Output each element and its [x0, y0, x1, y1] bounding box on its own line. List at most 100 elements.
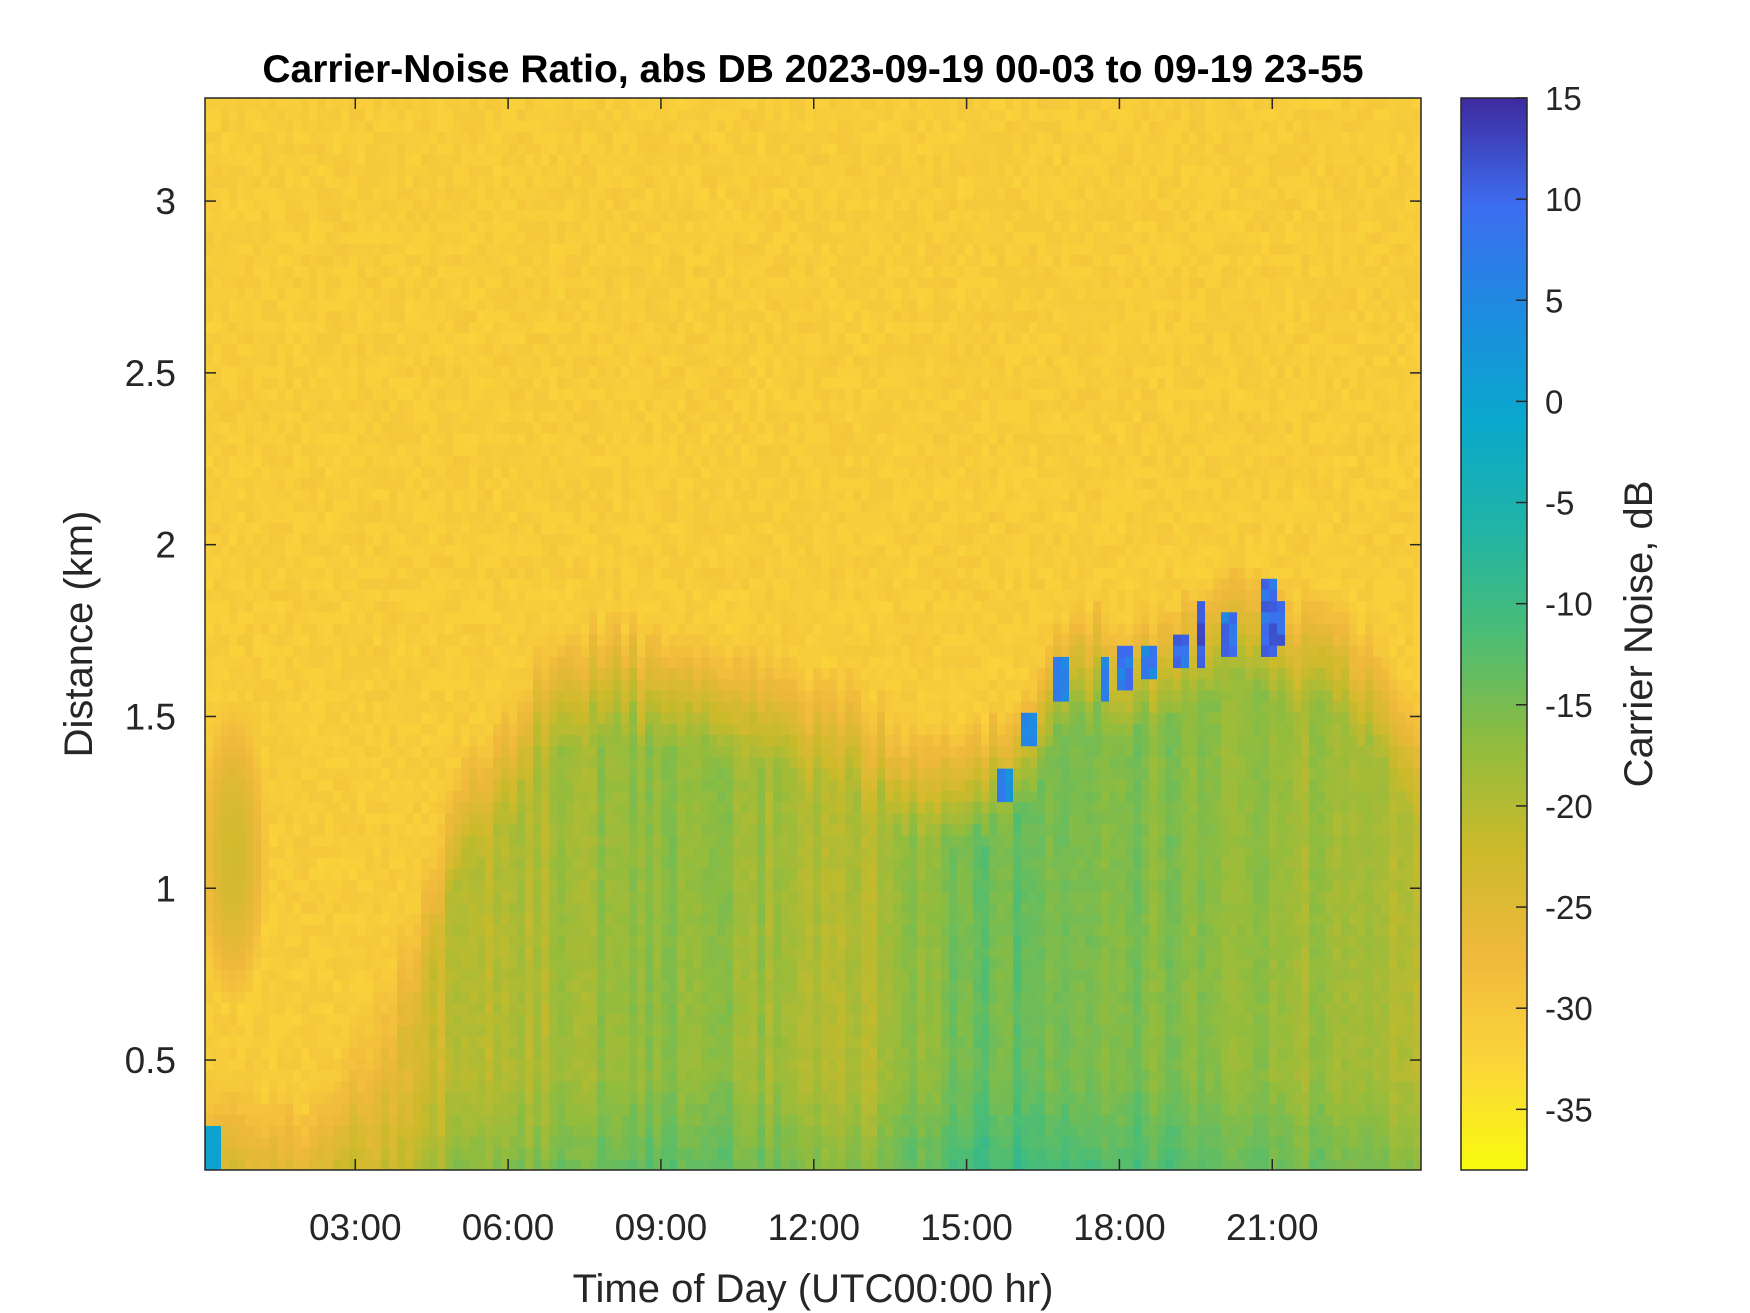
heatmap-cell [381, 924, 390, 937]
heatmap-cell [237, 902, 246, 914]
heatmap-cell [221, 801, 230, 814]
heatmap-cell [541, 131, 550, 144]
heatmap-cell [421, 209, 430, 222]
heatmap-cell [341, 433, 350, 445]
heatmap-cell [437, 678, 446, 691]
heatmap-cell [613, 555, 622, 568]
heatmap-cell [557, 611, 566, 624]
heatmap-cell [253, 511, 262, 523]
heatmap-cell [405, 421, 414, 434]
heatmap-cell [237, 232, 246, 244]
heatmap-cell [349, 645, 358, 657]
heatmap-cell [237, 388, 246, 401]
heatmap-cell [589, 421, 598, 434]
heatmap-cell [301, 232, 310, 244]
heatmap-cell [341, 946, 350, 959]
heatmap-cell [253, 1013, 262, 1026]
heatmap-cell [277, 756, 286, 769]
heatmap-cell [469, 1013, 478, 1026]
heatmap-cell [341, 477, 350, 490]
heatmap-cell [293, 1024, 302, 1037]
heatmap-cell [485, 354, 494, 367]
heatmap-cell [325, 935, 334, 948]
heatmap-cell [221, 153, 230, 166]
heatmap-cell [453, 1002, 462, 1015]
heatmap-cell [509, 946, 518, 959]
heatmap-cell [613, 779, 622, 791]
heatmap-cell [277, 410, 286, 423]
heatmap-cell [573, 879, 582, 892]
heatmap-cell [541, 1002, 550, 1015]
heatmap-cell [333, 399, 342, 412]
heatmap-cell [461, 209, 470, 222]
heatmap-cell [389, 823, 398, 836]
heatmap-cell [461, 701, 470, 713]
heatmap-cell [253, 377, 262, 389]
heatmap-cell [253, 790, 262, 803]
heatmap-cell [309, 522, 318, 535]
heatmap-cell [437, 220, 446, 233]
heatmap-cell [213, 779, 222, 791]
heatmap-cell [445, 946, 454, 959]
heatmap-cell [277, 299, 286, 311]
heatmap-cell [221, 444, 230, 456]
heatmap-cell [541, 823, 550, 836]
heatmap-cell [517, 1047, 526, 1059]
heatmap-cell [365, 109, 374, 121]
heatmap-cell [237, 1024, 246, 1037]
heatmap-cell [333, 991, 342, 1004]
heatmap-cell [325, 109, 334, 121]
heatmap-cell [517, 1091, 526, 1104]
heatmap-cell [501, 433, 510, 445]
heatmap-cell [477, 243, 486, 255]
heatmap-cell [557, 265, 566, 278]
heatmap-cell [533, 611, 542, 624]
heatmap-cell [325, 120, 334, 133]
heatmap-cell [349, 1125, 358, 1138]
heatmap-cell [445, 924, 454, 937]
heatmap-cell [461, 1147, 470, 1160]
heatmap-cell [573, 187, 582, 200]
heatmap-cell [269, 645, 278, 657]
heatmap-cell [357, 835, 366, 847]
heatmap-cell [461, 1058, 470, 1071]
heatmap-cell [245, 656, 254, 669]
heatmap-cell [461, 957, 470, 970]
heatmap-cell [237, 433, 246, 445]
heatmap-cell [461, 1036, 470, 1048]
heatmap-cell [485, 957, 494, 970]
heatmap-cell [541, 701, 550, 713]
heatmap-cell [229, 287, 238, 300]
heatmap-cell [525, 790, 534, 803]
heatmap-cell [269, 1036, 278, 1048]
heatmap-cell [525, 1002, 534, 1015]
heatmap-cell [285, 276, 294, 289]
heatmap-cell [509, 701, 518, 713]
heatmap-cell [613, 1058, 622, 1071]
heatmap-cell [461, 712, 470, 724]
heatmap-cell [285, 120, 294, 133]
heatmap-cell [269, 332, 278, 345]
heatmap-cell [261, 1013, 270, 1026]
heatmap-cell [573, 142, 582, 155]
heatmap-cell [373, 153, 382, 166]
heatmap-cell [429, 500, 438, 512]
heatmap-cell [525, 902, 534, 914]
heatmap-cell [445, 1058, 454, 1071]
heatmap-cell [341, 857, 350, 870]
heatmap-cell [589, 98, 598, 110]
heatmap-cell [517, 466, 526, 479]
heatmap-cell [357, 131, 366, 144]
heatmap-cell [381, 667, 390, 680]
heatmap-cell [245, 622, 254, 635]
heatmap-cell [437, 1114, 446, 1126]
heatmap-cell [605, 533, 614, 546]
heatmap-cell [389, 421, 398, 434]
heatmap-cell [365, 131, 374, 144]
heatmap-cell [437, 723, 446, 736]
heatmap-cell [413, 455, 422, 468]
heatmap-cell [253, 578, 262, 590]
heatmap-cell [581, 555, 590, 568]
heatmap-cell [461, 421, 470, 434]
heatmap-cell [437, 622, 446, 635]
